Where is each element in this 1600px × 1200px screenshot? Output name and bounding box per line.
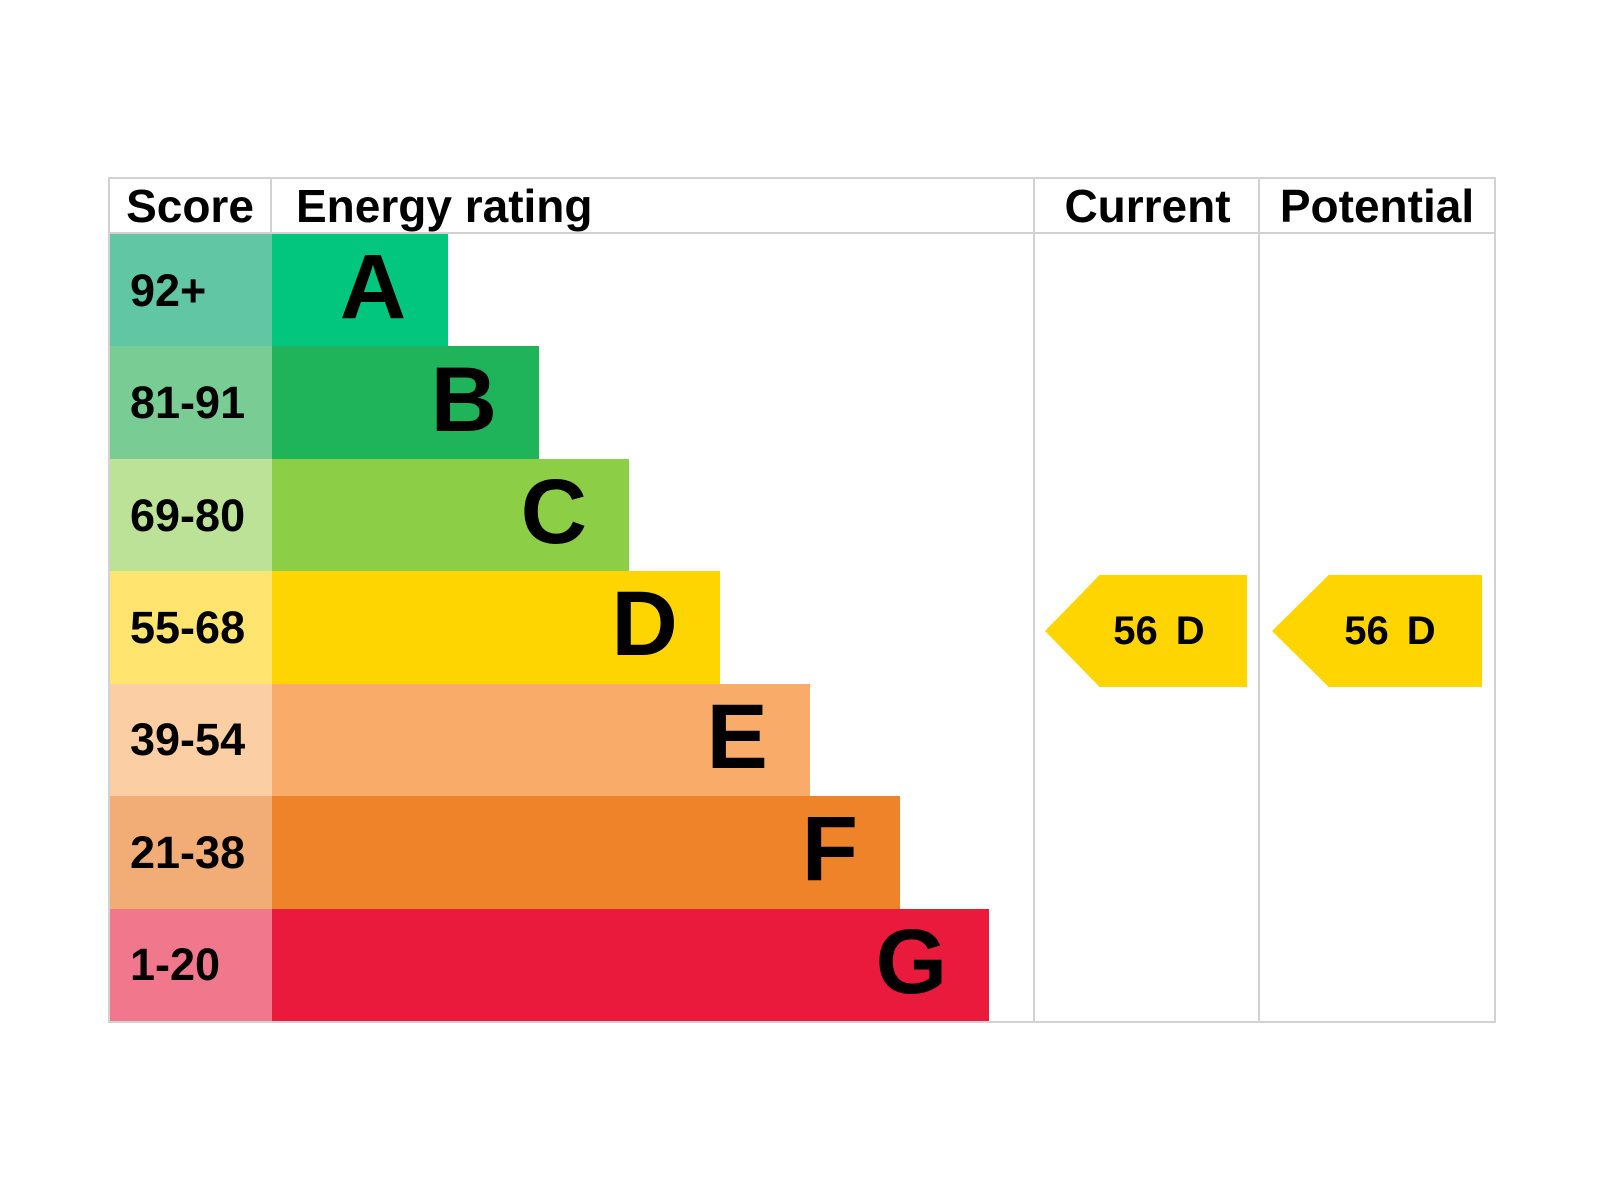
score-range-label: 1-20 bbox=[130, 939, 221, 991]
band-row-c: 69-80 C bbox=[110, 458, 1494, 572]
score-cell-e: 39-54 bbox=[110, 683, 272, 797]
bar-area: F bbox=[272, 796, 1035, 909]
band-row-a: 92+ A bbox=[110, 234, 1494, 347]
current-rating-letter: D bbox=[1175, 609, 1205, 653]
score-cell-a: 92+ bbox=[110, 234, 272, 347]
bar-area: B bbox=[272, 346, 1035, 459]
potential-rating-text: 56 D bbox=[1318, 611, 1435, 651]
header-row: Score Energy rating Current Potential bbox=[110, 179, 1494, 234]
potential-column-header: Potential bbox=[1279, 179, 1475, 232]
rating-bar-d: D bbox=[272, 571, 720, 684]
score-range-label: 92+ bbox=[130, 264, 207, 316]
bar-area: A bbox=[272, 234, 1035, 347]
band-rows: 92+ A 81-91 B 69-80 C 55-68 D bbox=[110, 234, 1494, 1021]
score-cell-c: 69-80 bbox=[110, 458, 272, 572]
bar-area: D bbox=[272, 571, 1035, 684]
score-range-label: 55-68 bbox=[130, 601, 246, 653]
score-cell-d: 55-68 bbox=[110, 571, 272, 684]
rating-letter-g: G bbox=[875, 910, 948, 1013]
rating-bar-b: B bbox=[272, 346, 540, 459]
current-potential-divider bbox=[1258, 179, 1260, 1021]
score-range-label: 39-54 bbox=[130, 714, 246, 766]
rating-table: Score Energy rating Current Potential 92… bbox=[108, 177, 1496, 1023]
rating-letter-e: E bbox=[706, 685, 768, 788]
band-row-g: 1-20 G bbox=[110, 908, 1494, 1021]
rating-bar-e: E bbox=[272, 683, 810, 797]
score-cell-g: 1-20 bbox=[110, 908, 272, 1021]
band-row-d: 55-68 D bbox=[110, 571, 1494, 684]
rating-bar-f: F bbox=[272, 796, 900, 909]
band-row-f: 21-38 F bbox=[110, 796, 1494, 909]
bar-area: C bbox=[272, 458, 1035, 572]
current-column-header: Current bbox=[1064, 179, 1231, 232]
rating-bar-c: C bbox=[272, 458, 630, 572]
current-score-value: 56 bbox=[1113, 609, 1158, 653]
energy-rating-column-header: Energy rating bbox=[296, 179, 593, 232]
score-cell-f: 21-38 bbox=[110, 796, 272, 909]
rating-letter-d: D bbox=[611, 573, 678, 676]
rating-bar-g: G bbox=[272, 908, 990, 1021]
score-column-header: Score bbox=[110, 179, 272, 232]
current-rating-text: 56 D bbox=[1087, 611, 1204, 651]
band-row-b: 81-91 B bbox=[110, 346, 1494, 459]
bar-area: E bbox=[272, 683, 1035, 797]
bar-area: G bbox=[272, 908, 1035, 1021]
rating-bar-a: A bbox=[272, 234, 449, 347]
potential-rating-letter: D bbox=[1406, 609, 1436, 653]
band-row-e: 39-54 E bbox=[110, 683, 1494, 797]
score-range-label: 21-38 bbox=[130, 826, 246, 878]
potential-score-value: 56 bbox=[1344, 609, 1389, 653]
current-column-left-border bbox=[1033, 179, 1035, 1021]
rating-letter-b: B bbox=[430, 348, 498, 451]
rating-letter-f: F bbox=[801, 798, 858, 901]
score-range-label: 69-80 bbox=[130, 489, 246, 541]
rating-letter-c: C bbox=[520, 461, 588, 564]
rating-letter-a: A bbox=[339, 236, 407, 339]
score-range-label: 81-91 bbox=[130, 377, 246, 429]
score-cell-b: 81-91 bbox=[110, 346, 272, 459]
